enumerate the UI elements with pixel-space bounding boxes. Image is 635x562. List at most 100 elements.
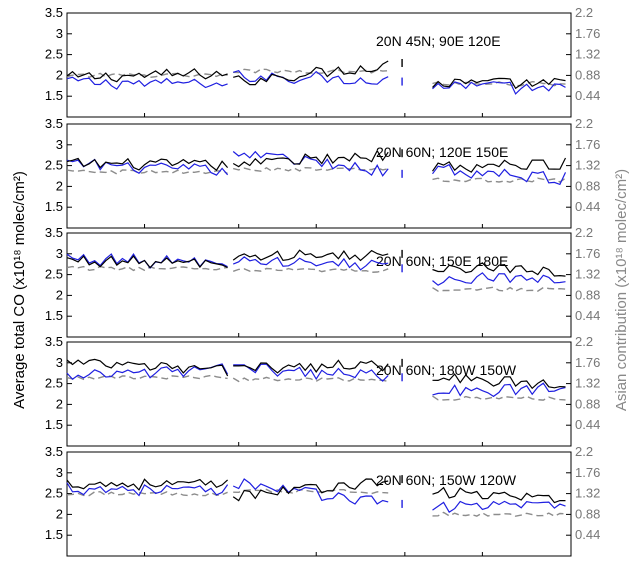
left-tick-label: 3.5 [45, 334, 63, 349]
right-tick-label: 2.2 [575, 444, 593, 459]
right-tick-label: 0.44 [575, 417, 600, 432]
right-tick-label: 2.2 [575, 5, 593, 20]
series-observed-total-co [233, 60, 389, 86]
y-axis-label-right: Asian contribution (x10¹⁸ molec/cm²) [613, 169, 630, 411]
right-tick-label: 0.88 [575, 67, 600, 82]
right-tick-label: 2.2 [575, 116, 593, 131]
right-tick-label: 1.32 [575, 158, 600, 173]
left-tick-label: 2.5 [45, 486, 63, 501]
left-tick-label: 2 [56, 506, 63, 521]
right-tick-label: 1.32 [575, 267, 600, 282]
series-observed-total-co [432, 157, 567, 173]
panels-group: 1.5 2 2.5 3 3.5 0.44 0.88 1.32 1.76 2.2 20N 45N; 9… [45, 5, 600, 557]
left-tick-label: 3 [56, 26, 63, 41]
panel-1: 1.5 2 2.5 3 3.5 0.44 0.88 1.32 1.76 2.2 20N 45N; 9… [45, 5, 600, 118]
series-asian-contribution [66, 72, 228, 79]
series-asian-contribution [66, 374, 228, 381]
left-tick-label: 1.5 [45, 527, 63, 542]
series-asian-contribution [66, 491, 228, 497]
left-tick-label: 2 [56, 287, 63, 302]
left-tick-label: 2 [56, 67, 63, 82]
left-tick-label: 3 [56, 137, 63, 152]
series-model-total-co [66, 253, 228, 269]
right-tick-label: 1.76 [575, 137, 600, 152]
series-observed-total-co [233, 359, 389, 374]
right-tick-label: 0.44 [575, 308, 600, 323]
right-tick-label: 2.2 [575, 334, 593, 349]
series-observed-total-co [232, 149, 389, 168]
series-asian-contribution [232, 267, 389, 274]
panel-title: 20N 60N; 150E 180E [376, 253, 508, 269]
left-tick-label: 3.5 [45, 444, 63, 459]
series-observed-total-co [432, 262, 566, 277]
series-observed-total-co [432, 486, 566, 504]
panel-frame [66, 123, 572, 229]
panel-title: 20N 60N; 150W 120W [376, 472, 517, 488]
series-model-total-co [432, 382, 566, 398]
panel-title: 20N 60N; 180W 150W [376, 362, 517, 378]
series-observed-total-co [66, 68, 228, 83]
series-asian-contribution [66, 169, 228, 175]
panel-2: 1.5 2 2.5 3 3.5 0.44 0.88 1.32 1.76 2.2 20N 60N; 1… [45, 116, 600, 229]
series-asian-contribution [432, 395, 566, 401]
right-tick-label: 0.44 [575, 199, 600, 214]
series-observed-total-co [232, 478, 389, 502]
left-tick-label: 2 [56, 178, 63, 193]
series-model-total-co [233, 363, 389, 382]
right-tick-label: 0.88 [575, 506, 600, 521]
series-observed-total-co [66, 478, 229, 491]
right-tick-label: 0.88 [575, 287, 600, 302]
series-asian-contribution [432, 177, 566, 183]
left-tick-label: 1.5 [45, 417, 63, 432]
panel-5: 1.5 2 2.5 3 3.5 0.44 0.88 1.32 1.76 2.2 20N 60N; 1… [45, 444, 600, 557]
series-model-total-co [432, 163, 567, 186]
series-asian-contribution [232, 376, 389, 383]
series-model-total-co [66, 76, 228, 90]
left-tick-label: 2.5 [45, 376, 63, 391]
series-observed-total-co [66, 255, 228, 269]
panel-frame [66, 12, 572, 118]
left-tick-label: 1.5 [45, 199, 63, 214]
panel-title: 20N 60N; 120E 150E [376, 144, 508, 160]
left-tick-label: 3.5 [45, 225, 63, 240]
series-observed-total-co [66, 358, 229, 377]
series-model-total-co [232, 150, 389, 177]
panel-4: 1.5 2 2.5 3 3.5 0.44 0.88 1.32 1.76 2.2 20N 60N; 1… [45, 334, 600, 447]
right-tick-label: 0.88 [575, 178, 600, 193]
series-model-total-co [66, 363, 229, 380]
series-model-total-co [232, 256, 389, 271]
series-model-total-co [66, 482, 229, 497]
series-asian-contribution [66, 265, 228, 272]
right-tick-label: 1.76 [575, 465, 600, 480]
panel-3: 1.5 2 2.5 3 3.5 0.44 0.88 1.32 1.76 2.2 20N 60N; 1… [45, 225, 600, 338]
series-observed-total-co [432, 373, 566, 390]
series-model-total-co [432, 272, 566, 286]
panel-title: 20N 45N; 90E 120E [376, 33, 501, 49]
panel-frame [66, 341, 572, 447]
right-tick-label: 1.76 [575, 246, 600, 261]
series-asian-contribution [233, 488, 389, 495]
left-tick-label: 1.5 [45, 88, 63, 103]
series-observed-total-co [232, 249, 389, 262]
left-tick-label: 1.5 [45, 308, 63, 323]
left-tick-label: 3 [56, 246, 63, 261]
right-tick-label: 0.88 [575, 396, 600, 411]
series-model-total-co [232, 478, 389, 505]
left-tick-label: 2.5 [45, 267, 63, 282]
series-observed-total-co [66, 157, 229, 172]
right-tick-label: 1.76 [575, 355, 600, 370]
panel-frame [66, 451, 572, 557]
right-tick-label: 1.32 [575, 486, 600, 501]
right-tick-label: 1.32 [575, 47, 600, 62]
series-model-total-co [432, 500, 566, 513]
left-tick-label: 2.5 [45, 47, 63, 62]
series-asian-contribution [432, 286, 566, 292]
right-tick-label: 0.44 [575, 527, 600, 542]
right-tick-label: 1.32 [575, 376, 600, 391]
left-tick-label: 2.5 [45, 158, 63, 173]
left-tick-label: 3.5 [45, 116, 63, 131]
right-tick-label: 1.76 [575, 26, 600, 41]
left-tick-label: 3 [56, 355, 63, 370]
left-tick-label: 3 [56, 465, 63, 480]
